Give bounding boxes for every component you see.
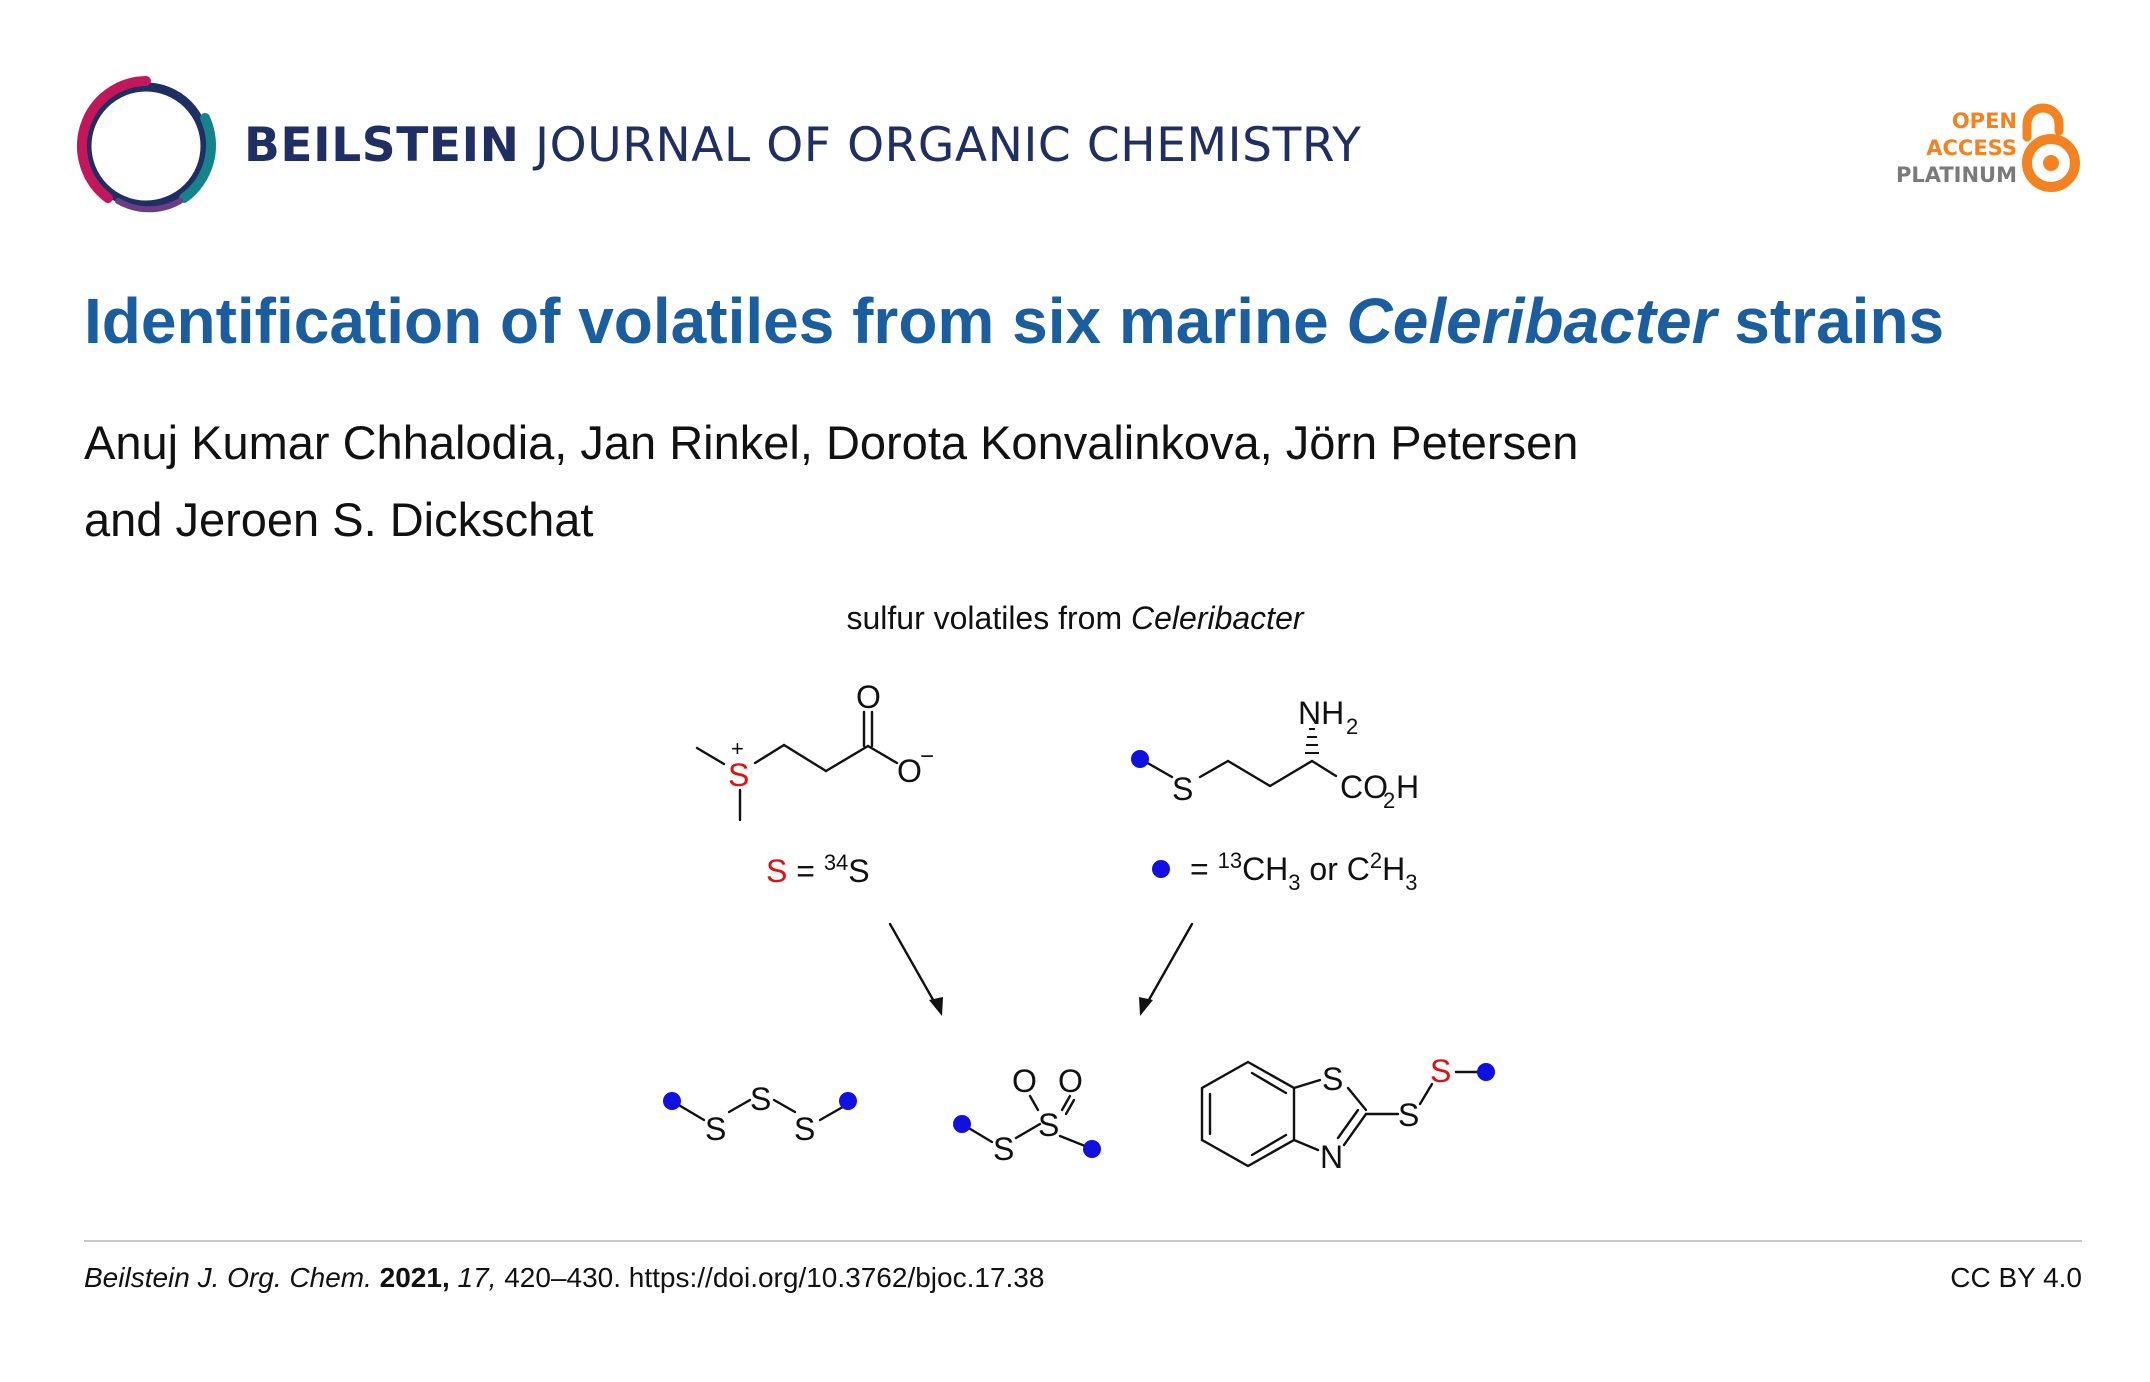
- met-nh-sub: 2: [1346, 714, 1358, 739]
- authors-line-2: and Jeroen S. Dickschat: [84, 493, 594, 546]
- legend-dot-sup2: 2: [1370, 848, 1382, 873]
- legend-dot-sub1: 3: [1288, 870, 1300, 895]
- met-co-sub: 2: [1383, 788, 1395, 813]
- trisulfide-s1: S: [705, 1111, 726, 1147]
- title-part-3: strains: [1716, 285, 1945, 357]
- thiosulfonate-o1: O: [1012, 1063, 1037, 1099]
- caption-text: sulfur volatiles from: [846, 600, 1131, 636]
- thiosulfonate-s1: S: [993, 1131, 1014, 1167]
- met-co-label: CO: [1340, 769, 1388, 805]
- graphic-caption: sulfur volatiles from Celeribacter: [0, 600, 2150, 637]
- journal-name: BEILSTEIN JOURNAL OF ORGANIC CHEMISTRY: [244, 118, 1361, 173]
- license-label: CC BY 4.0: [1950, 1262, 2082, 1293]
- authors-line-1: Anuj Kumar Chhalodia, Jan Rinkel, Dorota…: [84, 416, 1579, 469]
- legend-dot: = 13CH3 or C2H3: [1190, 848, 1417, 895]
- thiosulfonate-o2: O: [1058, 1063, 1083, 1099]
- legend-dot-mid1: CH: [1242, 851, 1288, 887]
- legend-s-sup: 34: [824, 850, 848, 875]
- dmsp-minus-label: −: [920, 743, 934, 770]
- journal-name-rest: JOURNAL OF ORGANIC CHEMISTRY: [519, 118, 1362, 173]
- citation: Beilstein J. Org. Chem. 2021, 17, 420–43…: [84, 1262, 1044, 1294]
- dmsp-oxide-o: O: [897, 753, 922, 789]
- bt-labelled-sulfur: S: [1430, 1053, 1451, 1089]
- open-access-badge-text: OPEN ACCESS PLATINUM: [1896, 108, 2017, 189]
- dmsp-plus-label: +: [731, 736, 744, 761]
- legend-dot-mid2: H: [1382, 851, 1405, 887]
- bt-exo-sulfur: S: [1398, 1097, 1419, 1133]
- legend-s-eq: =: [787, 853, 823, 889]
- legend-s34: S = 34S: [766, 850, 870, 889]
- title-part-1: Identification of volatiles from six mar…: [84, 285, 1347, 357]
- oa-line-access: ACCESS: [1926, 136, 2017, 160]
- citation-journal: Beilstein J. Org. Chem.: [84, 1262, 372, 1293]
- citation-volume: 17,: [457, 1262, 497, 1293]
- journal-name-bold: BEILSTEIN: [244, 118, 520, 173]
- bt-ring-sulfur: S: [1322, 1061, 1343, 1097]
- trisulfide-s2: S: [750, 1081, 771, 1117]
- legend-s-symbol: S: [766, 853, 787, 889]
- footer-divider: [84, 1240, 2082, 1242]
- legend-s-atom: S: [848, 853, 869, 889]
- dmsp-carbonyl-o: O: [856, 679, 881, 715]
- dmsp-sulfur-label: S: [728, 757, 749, 793]
- legend-dot-eq: =: [1190, 851, 1218, 887]
- oa-line-open: OPEN: [1951, 109, 2017, 133]
- legend-dot-sup1: 13: [1218, 848, 1242, 873]
- title-italic-genus: Celeribacter: [1346, 285, 1717, 357]
- citation-year: 2021,: [379, 1262, 450, 1293]
- bt-ring-nitrogen: N: [1320, 1139, 1343, 1175]
- article-title: Identification of volatiles from six mar…: [84, 284, 1944, 358]
- legend-dot-or: or C: [1301, 851, 1370, 887]
- caption-italic: Celeribacter: [1131, 600, 1304, 636]
- oa-line-platinum: PLATINUM: [1895, 163, 2017, 187]
- legend-dot-sub2: 3: [1405, 870, 1417, 895]
- met-h-label: H: [1396, 769, 1419, 805]
- article-authors: Anuj Kumar Chhalodia, Jan Rinkel, Dorota…: [84, 404, 1578, 558]
- met-sulfur-label: S: [1172, 771, 1193, 807]
- thiosulfonate-s2: S: [1038, 1107, 1059, 1143]
- met-nh-label: NH: [1298, 695, 1344, 731]
- trisulfide-s3: S: [794, 1111, 815, 1147]
- citation-doi[interactable]: 420–430. https://doi.org/10.3762/bjoc.17…: [504, 1262, 1045, 1293]
